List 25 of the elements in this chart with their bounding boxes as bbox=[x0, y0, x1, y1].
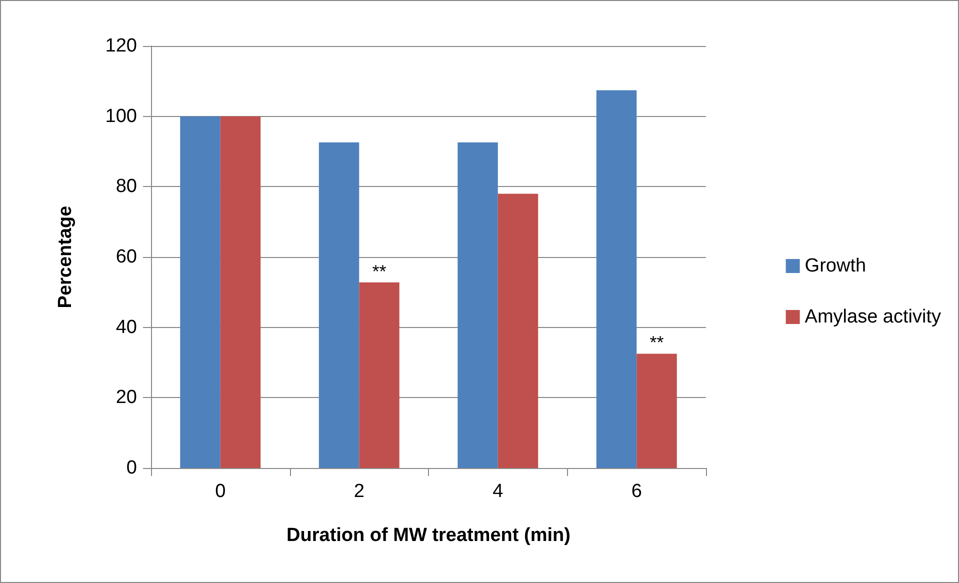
y-tick-label: 20 bbox=[116, 387, 137, 408]
bar bbox=[498, 194, 538, 468]
legend-label: Amylase activity bbox=[804, 306, 942, 328]
legend-label: Growth bbox=[804, 256, 866, 276]
bar bbox=[636, 354, 677, 468]
bar bbox=[318, 142, 360, 468]
y-tick-label: 100 bbox=[105, 106, 137, 127]
bar bbox=[359, 282, 400, 468]
annotation: ** bbox=[650, 332, 664, 353]
x-tick-label: 4 bbox=[492, 481, 504, 502]
y-tick-label: 120 bbox=[105, 36, 137, 56]
x-tick-label: 2 bbox=[354, 481, 364, 502]
annotation: ** bbox=[372, 261, 386, 282]
bar bbox=[180, 116, 220, 468]
y-tick-label: 60 bbox=[116, 246, 137, 268]
x-tick-label: 6 bbox=[631, 481, 642, 502]
y-axis-title: Percentage bbox=[55, 206, 76, 308]
x-axis-title: Duration of MW treatment (min) bbox=[286, 525, 570, 546]
y-tick-label: 80 bbox=[116, 176, 137, 198]
bar bbox=[596, 90, 637, 468]
bar bbox=[220, 116, 261, 468]
bar bbox=[458, 142, 498, 468]
y-tick-label: 0 bbox=[126, 458, 137, 478]
x-tick-label: 0 bbox=[215, 481, 226, 502]
y-tick-label: 40 bbox=[116, 316, 137, 338]
